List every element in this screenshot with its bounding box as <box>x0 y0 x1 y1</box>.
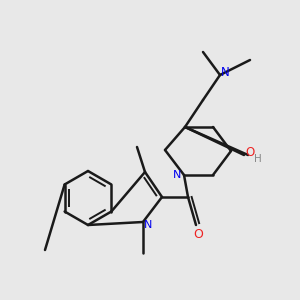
Text: N: N <box>220 65 230 79</box>
Text: O: O <box>193 227 203 241</box>
Text: H: H <box>254 154 262 164</box>
Text: N: N <box>144 220 152 230</box>
Text: O: O <box>245 146 255 158</box>
Text: N: N <box>173 170 181 180</box>
